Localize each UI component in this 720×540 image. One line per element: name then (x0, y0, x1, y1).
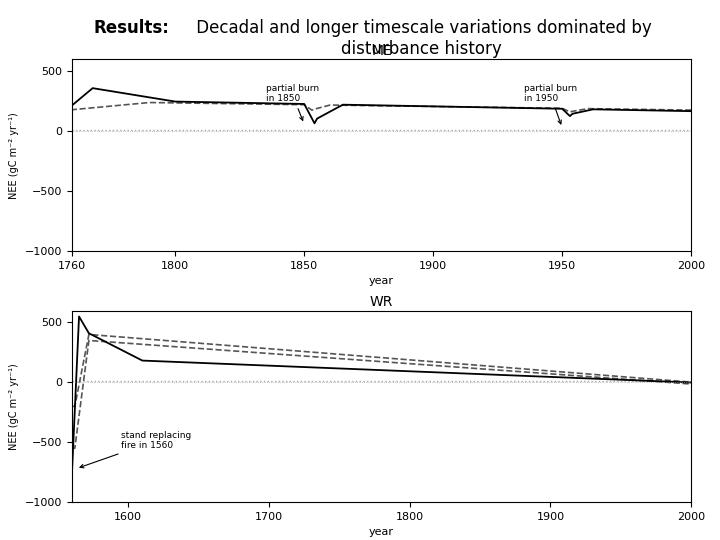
Text: Decadal and longer timescale variations dominated by
disturbance history: Decadal and longer timescale variations … (191, 19, 652, 58)
X-axis label: year: year (369, 528, 394, 537)
Text: Results:: Results: (94, 19, 169, 37)
X-axis label: year: year (369, 276, 394, 286)
Text: stand replacing
fire in 1750: stand replacing fire in 1750 (0, 539, 1, 540)
Text: partial burn
in 1850: partial burn in 1850 (266, 84, 319, 120)
Title: ME: ME (372, 44, 392, 58)
Text: partial burn
in 1950: partial burn in 1950 (523, 84, 577, 124)
Title: WR: WR (370, 295, 393, 309)
Y-axis label: NEE (gC m⁻² yr⁻¹): NEE (gC m⁻² yr⁻¹) (9, 363, 19, 450)
Y-axis label: NEE (gC m⁻² yr⁻¹): NEE (gC m⁻² yr⁻¹) (9, 112, 19, 199)
Text: stand replacing
fire in 1560: stand replacing fire in 1560 (80, 431, 192, 468)
